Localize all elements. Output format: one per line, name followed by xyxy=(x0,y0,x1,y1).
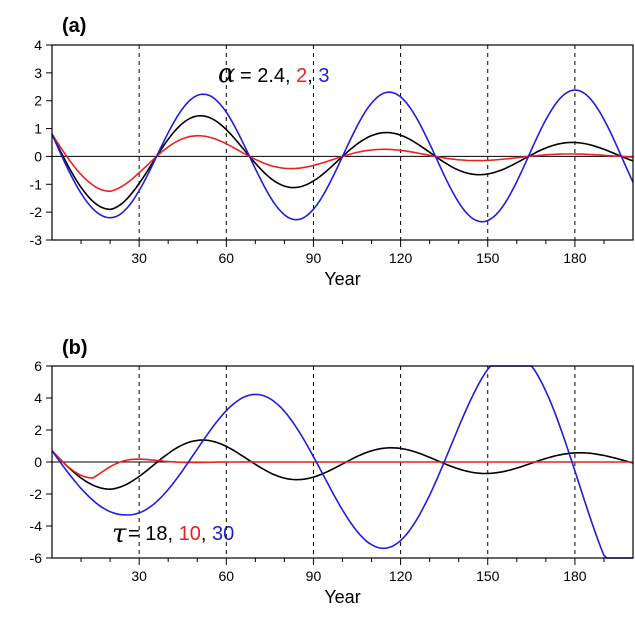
x-tick-label: 30 xyxy=(131,250,147,266)
annotation-blue-value: 30 xyxy=(212,523,234,545)
y-tick-label: -3 xyxy=(30,232,43,248)
panel-b-label: (b) xyxy=(62,337,88,359)
y-tick-label: 3 xyxy=(34,65,42,81)
series-line-2 xyxy=(51,365,633,559)
x-tick-label: 60 xyxy=(219,250,235,266)
annotation-blue-value: 3 xyxy=(318,65,329,87)
annotation-prefix: = 2.4, xyxy=(240,65,296,87)
x-tick-label: 120 xyxy=(389,568,413,584)
y-tick-label: -4 xyxy=(30,518,43,534)
x-tick-label: 120 xyxy=(389,250,413,266)
tau-symbol: τ xyxy=(112,519,127,549)
panel-b: (b) τ = 18, 10, 30 6 4 2 0 -2 -4 -6 30 60 90 120 15… xyxy=(30,337,634,607)
y-tick-label: 0 xyxy=(34,454,42,470)
series-line-2 xyxy=(51,89,634,223)
plot-frame xyxy=(51,44,634,241)
y-tick-label: -1 xyxy=(30,176,43,192)
x-tick-label: 60 xyxy=(219,568,235,584)
x-tick-label: 150 xyxy=(476,568,500,584)
annotation-red-value: 2 xyxy=(296,65,307,87)
panel-a-annotation-values: = 2.4, 2, 3 xyxy=(240,65,330,87)
annotation-sep: , xyxy=(201,523,212,545)
y-tick-label: 0 xyxy=(34,148,42,164)
x-tick-label: 150 xyxy=(476,250,500,266)
x-axis-title: Year xyxy=(324,587,360,607)
y-tick-label: -6 xyxy=(30,550,43,566)
y-tick-label: 2 xyxy=(34,422,42,438)
x-tick-label: 90 xyxy=(306,568,322,584)
panel-a-label: (a) xyxy=(62,15,86,37)
x-tick-label: 30 xyxy=(131,568,147,584)
panel-a-annotation: α = 2.4, 2, 3 xyxy=(218,59,330,89)
y-tick-label: 1 xyxy=(34,121,42,137)
panel-b-annotation-values: = 18, 10, 30 xyxy=(128,523,234,545)
annotation-prefix: = 18, xyxy=(128,523,179,545)
x-tick-label: 180 xyxy=(563,568,587,584)
y-tick-label: 4 xyxy=(34,390,42,406)
x-axis-title: Year xyxy=(324,269,360,289)
alpha-symbol: α xyxy=(218,59,236,89)
y-tick-label: 6 xyxy=(34,358,42,374)
y-tick-label: -2 xyxy=(30,486,43,502)
x-tick-label: 90 xyxy=(306,250,322,266)
annotation-red-value: 10 xyxy=(179,523,201,545)
series-line-1 xyxy=(51,450,633,479)
y-tick-label: 4 xyxy=(34,37,42,53)
panel-b-annotation: τ = 18, 10, 30 xyxy=(112,519,234,549)
y-tick-label: -2 xyxy=(30,204,43,220)
plot-frame xyxy=(51,365,634,559)
annotation-sep: , xyxy=(307,65,318,87)
y-tick-label: 2 xyxy=(34,93,42,109)
x-tick-label: 180 xyxy=(563,250,587,266)
series-line-0 xyxy=(51,114,634,211)
